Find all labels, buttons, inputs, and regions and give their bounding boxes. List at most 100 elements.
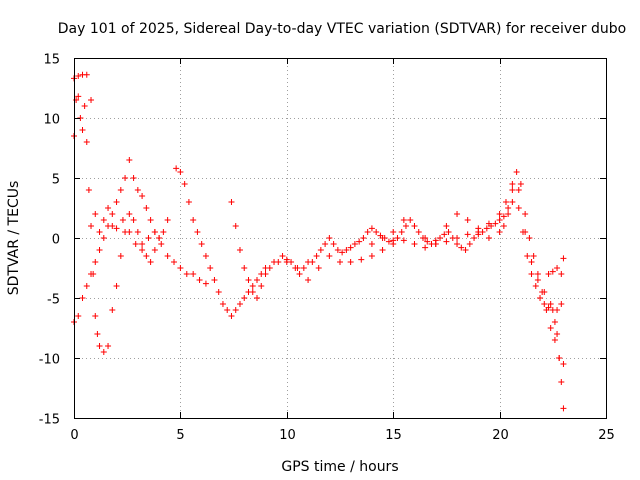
- data-point: [515, 205, 522, 211]
- data-point: [254, 295, 261, 301]
- data-point: [402, 223, 409, 229]
- data-point: [390, 229, 397, 235]
- data-point: [466, 241, 473, 247]
- data-point: [134, 229, 141, 235]
- y-tick-label: -5: [47, 293, 60, 308]
- series-track-e: [228, 199, 516, 301]
- data-point: [485, 235, 492, 241]
- data-point: [139, 247, 146, 253]
- data-point: [113, 283, 120, 289]
- data-point: [326, 235, 333, 241]
- data-point: [394, 235, 401, 241]
- data-point: [339, 249, 346, 256]
- data-point: [262, 271, 269, 277]
- data-point: [422, 235, 429, 241]
- series-track-f: [283, 181, 565, 313]
- data-point: [81, 103, 88, 109]
- data-point: [283, 259, 290, 265]
- data-point: [547, 325, 554, 331]
- y-tick-label: 0: [52, 233, 60, 248]
- data-point: [160, 229, 167, 235]
- data-point: [545, 271, 552, 277]
- data-point: [337, 259, 343, 265]
- data-point: [275, 259, 282, 265]
- data-point: [558, 271, 565, 277]
- data-point: [560, 405, 567, 412]
- data-point: [373, 229, 380, 235]
- data-point: [492, 220, 499, 227]
- x-tick-label: 5: [176, 428, 184, 443]
- data-point: [75, 93, 82, 100]
- y-tick-label: -10: [39, 353, 60, 368]
- data-point: [258, 283, 265, 289]
- y-tick-label: 5: [52, 173, 60, 188]
- data-point: [305, 277, 312, 283]
- data-point: [245, 277, 252, 283]
- data-point: [183, 271, 190, 277]
- data-point: [437, 235, 444, 241]
- data-point: [534, 277, 541, 283]
- series-track-b: [71, 93, 163, 355]
- data-point: [334, 247, 341, 253]
- data-point: [185, 199, 192, 205]
- data-point: [88, 97, 95, 103]
- data-point: [379, 247, 386, 253]
- data-point: [79, 295, 86, 301]
- data-point: [322, 241, 329, 247]
- data-point: [464, 231, 471, 238]
- data-point: [549, 307, 556, 313]
- data-point: [171, 259, 178, 265]
- data-point: [85, 187, 92, 193]
- data-point: [390, 241, 397, 247]
- data-point: [462, 247, 469, 253]
- x-tick-label: 25: [598, 428, 615, 443]
- data-point: [236, 247, 243, 253]
- series-track-c: [71, 157, 171, 325]
- data-point: [119, 217, 126, 223]
- data-point: [496, 229, 503, 235]
- data-point: [368, 241, 375, 247]
- data-point: [441, 231, 448, 238]
- data-point: [364, 229, 371, 235]
- data-point: [356, 238, 363, 245]
- data-point: [315, 265, 322, 271]
- data-point: [560, 255, 567, 262]
- data-point: [130, 217, 137, 223]
- data-point: [241, 265, 248, 271]
- data-point: [485, 220, 492, 227]
- data-point: [520, 229, 527, 235]
- data-point: [294, 265, 301, 271]
- data-point: [458, 244, 465, 251]
- data-point: [236, 301, 243, 307]
- data-point: [147, 217, 154, 223]
- series-track-a: [71, 71, 209, 287]
- data-point: [443, 223, 450, 229]
- data-point: [117, 187, 124, 193]
- data-point: [532, 283, 539, 289]
- data-point: [100, 349, 107, 355]
- data-point: [134, 187, 141, 193]
- grid-layer: [74, 58, 606, 418]
- data-point: [379, 235, 386, 241]
- data-point: [190, 217, 197, 223]
- data-point: [143, 253, 150, 259]
- data-point: [109, 307, 116, 313]
- data-point: [524, 253, 531, 259]
- data-point: [215, 289, 222, 295]
- data-point: [132, 241, 139, 247]
- data-point: [475, 229, 482, 235]
- data-point: [422, 244, 429, 251]
- data-point: [368, 253, 375, 259]
- data-point: [249, 283, 256, 289]
- data-point: [75, 73, 82, 79]
- data-point: [232, 307, 239, 313]
- data-point: [83, 283, 90, 289]
- data-point: [113, 199, 120, 205]
- data-point: [139, 193, 146, 199]
- data-point: [326, 253, 333, 259]
- data-point: [554, 331, 561, 337]
- data-point: [300, 265, 307, 271]
- data-point: [92, 259, 99, 265]
- x-tick-label: 20: [492, 428, 509, 443]
- data-point: [541, 301, 548, 307]
